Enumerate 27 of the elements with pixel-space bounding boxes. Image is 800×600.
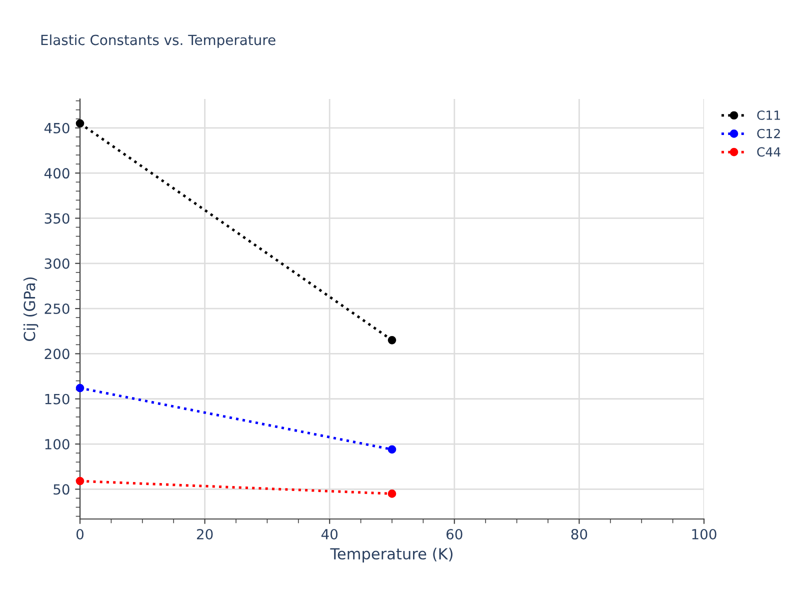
x-axis-title: Temperature (K)	[330, 548, 452, 563]
y-tick-label: 400	[44, 168, 70, 179]
y-tick-label: 450	[44, 122, 70, 134]
point	[76, 119, 84, 128]
x-tick-label: 60	[446, 528, 462, 540]
point	[388, 336, 396, 344]
point	[388, 490, 396, 498]
x-tick-label: 20	[196, 528, 213, 540]
y-tick-label: 100	[45, 439, 70, 450]
point	[388, 445, 396, 454]
chart-title: Elastic Constants vs. Temperature	[41, 34, 276, 48]
y-tick-label: 200	[44, 348, 70, 360]
y-tick-label: 50	[54, 484, 70, 495]
legend-label: C11	[757, 110, 780, 120]
x-tick-label: 100	[692, 528, 716, 540]
legend-label: C44	[757, 147, 780, 157]
y-tick-label: 350	[44, 213, 70, 224]
y-tick-label: 300	[44, 258, 70, 269]
x-tick-label: 0	[76, 528, 84, 540]
point	[76, 476, 84, 486]
legend-label: C12	[757, 128, 780, 138]
y-tick-label: 250	[44, 304, 70, 314]
x-tick-label: 40	[321, 528, 338, 540]
y-axis-title: Cij (GPa)	[23, 277, 38, 341]
y-tick-label: 150	[45, 394, 70, 404]
x-tick-label: 80	[571, 528, 588, 540]
point	[76, 384, 84, 392]
